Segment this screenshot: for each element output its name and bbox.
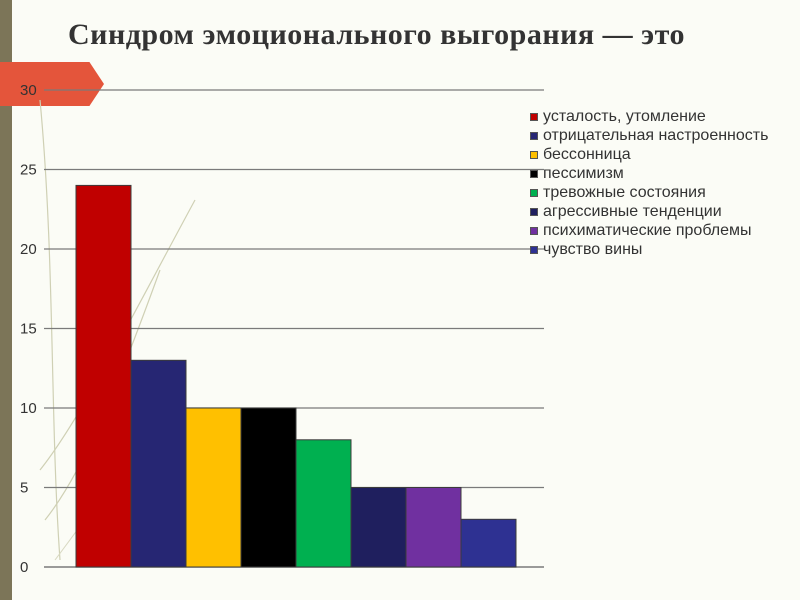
legend-label: усталость, утомление — [543, 108, 706, 125]
y-tick-label: 25 — [20, 162, 37, 179]
legend-swatch — [530, 131, 538, 140]
legend-item: психиматические проблемы — [530, 221, 792, 240]
legend-item: чувство вины — [530, 240, 792, 259]
legend-swatch — [530, 112, 538, 121]
bar — [185, 407, 242, 568]
y-tick-label: 0 — [20, 559, 28, 576]
legend-label: бессонница — [543, 146, 631, 163]
y-tick-label: 20 — [20, 241, 37, 258]
legend-label: тревожные состояния — [543, 184, 706, 201]
legend-swatch — [530, 245, 538, 254]
bar — [405, 487, 462, 568]
legend-item: отрицательная настроенность — [530, 126, 792, 145]
accent-arrow-tab — [0, 62, 104, 106]
bar — [240, 407, 297, 568]
y-tick-label: 30 — [20, 82, 37, 99]
legend-label: психиматические проблемы — [543, 222, 752, 239]
legend-label: пессимизм — [543, 165, 624, 182]
bar — [350, 487, 407, 568]
bar — [75, 184, 132, 568]
bars — [75, 184, 517, 568]
legend-swatch — [530, 207, 538, 216]
legend-swatch — [530, 169, 538, 178]
legend-label: чувство вины — [543, 241, 643, 258]
left-decor-strip — [0, 0, 12, 600]
y-tick-label: 15 — [20, 321, 37, 338]
slide-title: Синдром эмоционального выгорания — это — [68, 18, 685, 51]
legend-item: агрессивные тенденции — [530, 202, 792, 221]
legend: усталость, утомление отрицательная настро… — [530, 107, 792, 259]
legend-item: усталость, утомление — [530, 107, 792, 126]
legend-label: агрессивные тенденции — [543, 203, 722, 220]
y-axis-ticks: 0 5 10 15 20 25 30 — [20, 82, 37, 576]
bar — [295, 439, 352, 568]
bar — [130, 359, 187, 568]
y-tick-label: 10 — [20, 400, 37, 417]
legend-item: пессимизм — [530, 164, 792, 183]
legend-label: отрицательная настроенность — [543, 127, 769, 144]
legend-swatch — [530, 150, 538, 159]
legend-item: бессонница — [530, 145, 792, 164]
legend-swatch — [530, 188, 538, 197]
y-tick-label: 5 — [20, 480, 28, 497]
legend-item: тревожные состояния — [530, 183, 792, 202]
bar — [460, 518, 517, 568]
legend-swatch — [530, 226, 538, 235]
